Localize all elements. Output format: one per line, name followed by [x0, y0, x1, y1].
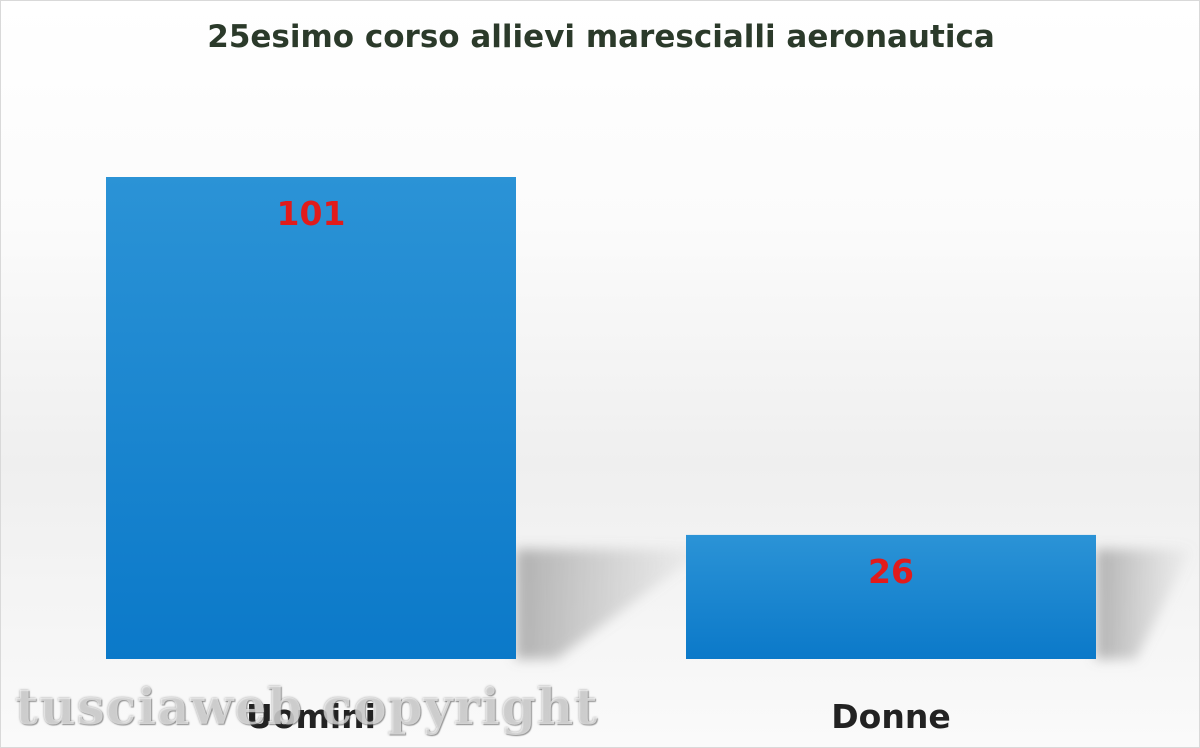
data-label-donne: 26 — [868, 552, 914, 591]
watermark-text: tusciaweb copyright — [15, 677, 599, 736]
bar-shadow-uomini — [516, 549, 706, 659]
bar-shadow-donne — [1096, 549, 1192, 659]
data-labels: 101 26 — [277, 194, 914, 591]
bars — [106, 177, 1096, 659]
bar-shadows — [516, 549, 1192, 659]
chart-title: 25esimo corso allievi marescialli aerona… — [207, 19, 995, 55]
bar-uomini — [106, 177, 516, 659]
bar-donne — [686, 534, 1096, 659]
data-label-uomini: 101 — [277, 194, 346, 233]
category-label-uomini: Uomini — [246, 697, 376, 736]
category-labels: Uomini Donne — [246, 697, 951, 736]
category-label-donne: Donne — [831, 697, 950, 736]
